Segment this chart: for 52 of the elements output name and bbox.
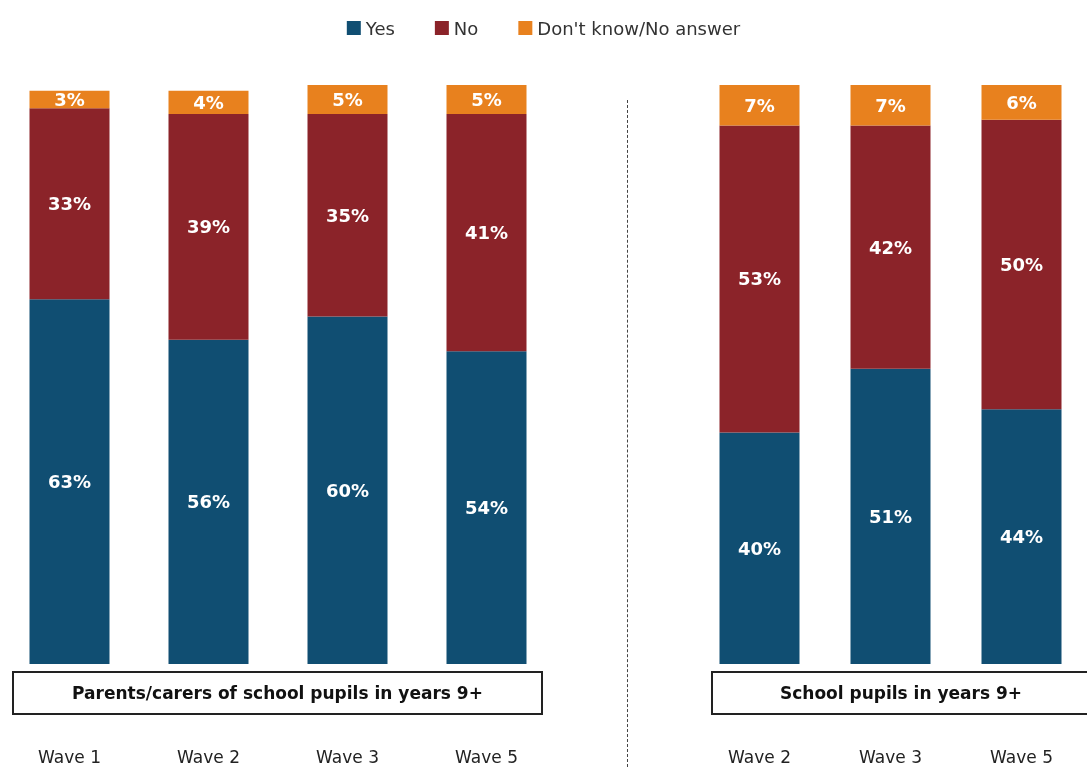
data-label: 40% [737, 537, 782, 559]
data-label: 35% [325, 204, 370, 226]
bar [850, 125, 931, 369]
data-label: 6% [1006, 91, 1037, 113]
data-label: 51% [868, 505, 913, 527]
data-label: 50% [999, 253, 1044, 275]
data-label: 42% [868, 236, 913, 258]
text: Parents/carers of school pupils in years 9+ [12, 671, 543, 715]
legend-label: Yes [364, 17, 395, 39]
text: School pupils in years 9+ [711, 671, 1087, 715]
data-label: 5% [332, 88, 363, 110]
bar [446, 351, 527, 664]
bar [168, 113, 249, 340]
legend-label: Don't know/No answer [537, 17, 741, 39]
data-label: 41% [464, 222, 509, 244]
data-label: 7% [875, 94, 906, 116]
bar [29, 299, 110, 664]
legend-label: No [453, 17, 479, 39]
data-label: 60% [325, 479, 370, 501]
data-label: 54% [464, 497, 509, 519]
bar [981, 85, 1062, 120]
bar [307, 113, 388, 317]
data-label: 3% [54, 88, 85, 110]
data-label: 53% [737, 268, 782, 290]
data-label: 7% [744, 94, 775, 116]
bar [850, 368, 931, 664]
bar [981, 409, 1062, 664]
data-label: 5% [471, 88, 502, 110]
x-tick-label: Wave 2 [728, 746, 791, 767]
bar [719, 125, 800, 433]
bar [307, 316, 388, 664]
data-label: 4% [193, 91, 224, 113]
data-label: 63% [47, 471, 92, 493]
x-tick-label: Wave 1 [38, 746, 101, 767]
data-label: 56% [186, 491, 231, 513]
x-tick-label: Wave 3 [859, 746, 922, 767]
bar [446, 113, 527, 352]
bar [981, 119, 1062, 410]
bar [307, 85, 388, 114]
x-tick-label: Wave 2 [177, 746, 240, 767]
bar [29, 108, 110, 300]
data-label: 39% [186, 216, 231, 238]
data-label: 33% [47, 193, 92, 215]
bar [850, 85, 931, 126]
bar [719, 85, 800, 126]
x-tick-label: Wave 5 [990, 746, 1053, 767]
bar [168, 339, 249, 664]
x-tick-label: Wave 5 [455, 746, 518, 767]
x-tick-label: Wave 3 [316, 746, 379, 767]
data-label: 44% [999, 526, 1044, 548]
bar [719, 432, 800, 664]
bar [446, 85, 527, 114]
